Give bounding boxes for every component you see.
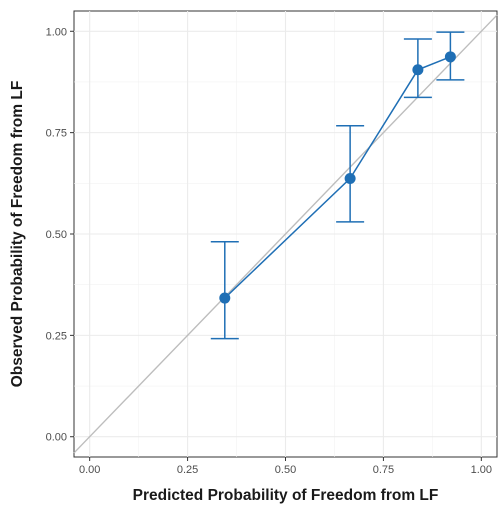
y-axis-title: Observed Probability of Freedom from LF xyxy=(9,81,26,388)
y-tick-label: 1.00 xyxy=(46,26,67,38)
data-point xyxy=(219,292,231,304)
data-point xyxy=(412,64,424,76)
y-tick-label: 0.00 xyxy=(46,432,67,444)
data-point xyxy=(444,51,456,63)
x-axis-title: Predicted Probability of Freedom from LF xyxy=(133,487,439,504)
x-axis: 0.00 0.25 0.50 0.75 1.00 xyxy=(79,457,492,476)
reference-line-group xyxy=(73,14,498,454)
y-tick-label: 0.75 xyxy=(46,128,67,140)
data-point xyxy=(344,172,356,184)
series-group xyxy=(210,31,465,340)
series-line xyxy=(224,56,451,299)
x-tick-label: 0.00 xyxy=(79,464,100,476)
y-tick-label: 0.50 xyxy=(46,229,67,241)
grid xyxy=(74,11,497,457)
x-tick-label: 0.75 xyxy=(373,464,394,476)
reference-line xyxy=(73,14,498,454)
x-tick-label: 1.00 xyxy=(471,464,492,476)
x-tick-label: 0.25 xyxy=(177,464,198,476)
y-axis: 0.00 0.25 0.50 0.75 1.00 xyxy=(46,26,74,444)
y-tick-label: 0.25 xyxy=(46,330,67,342)
x-tick-label: 0.50 xyxy=(275,464,296,476)
